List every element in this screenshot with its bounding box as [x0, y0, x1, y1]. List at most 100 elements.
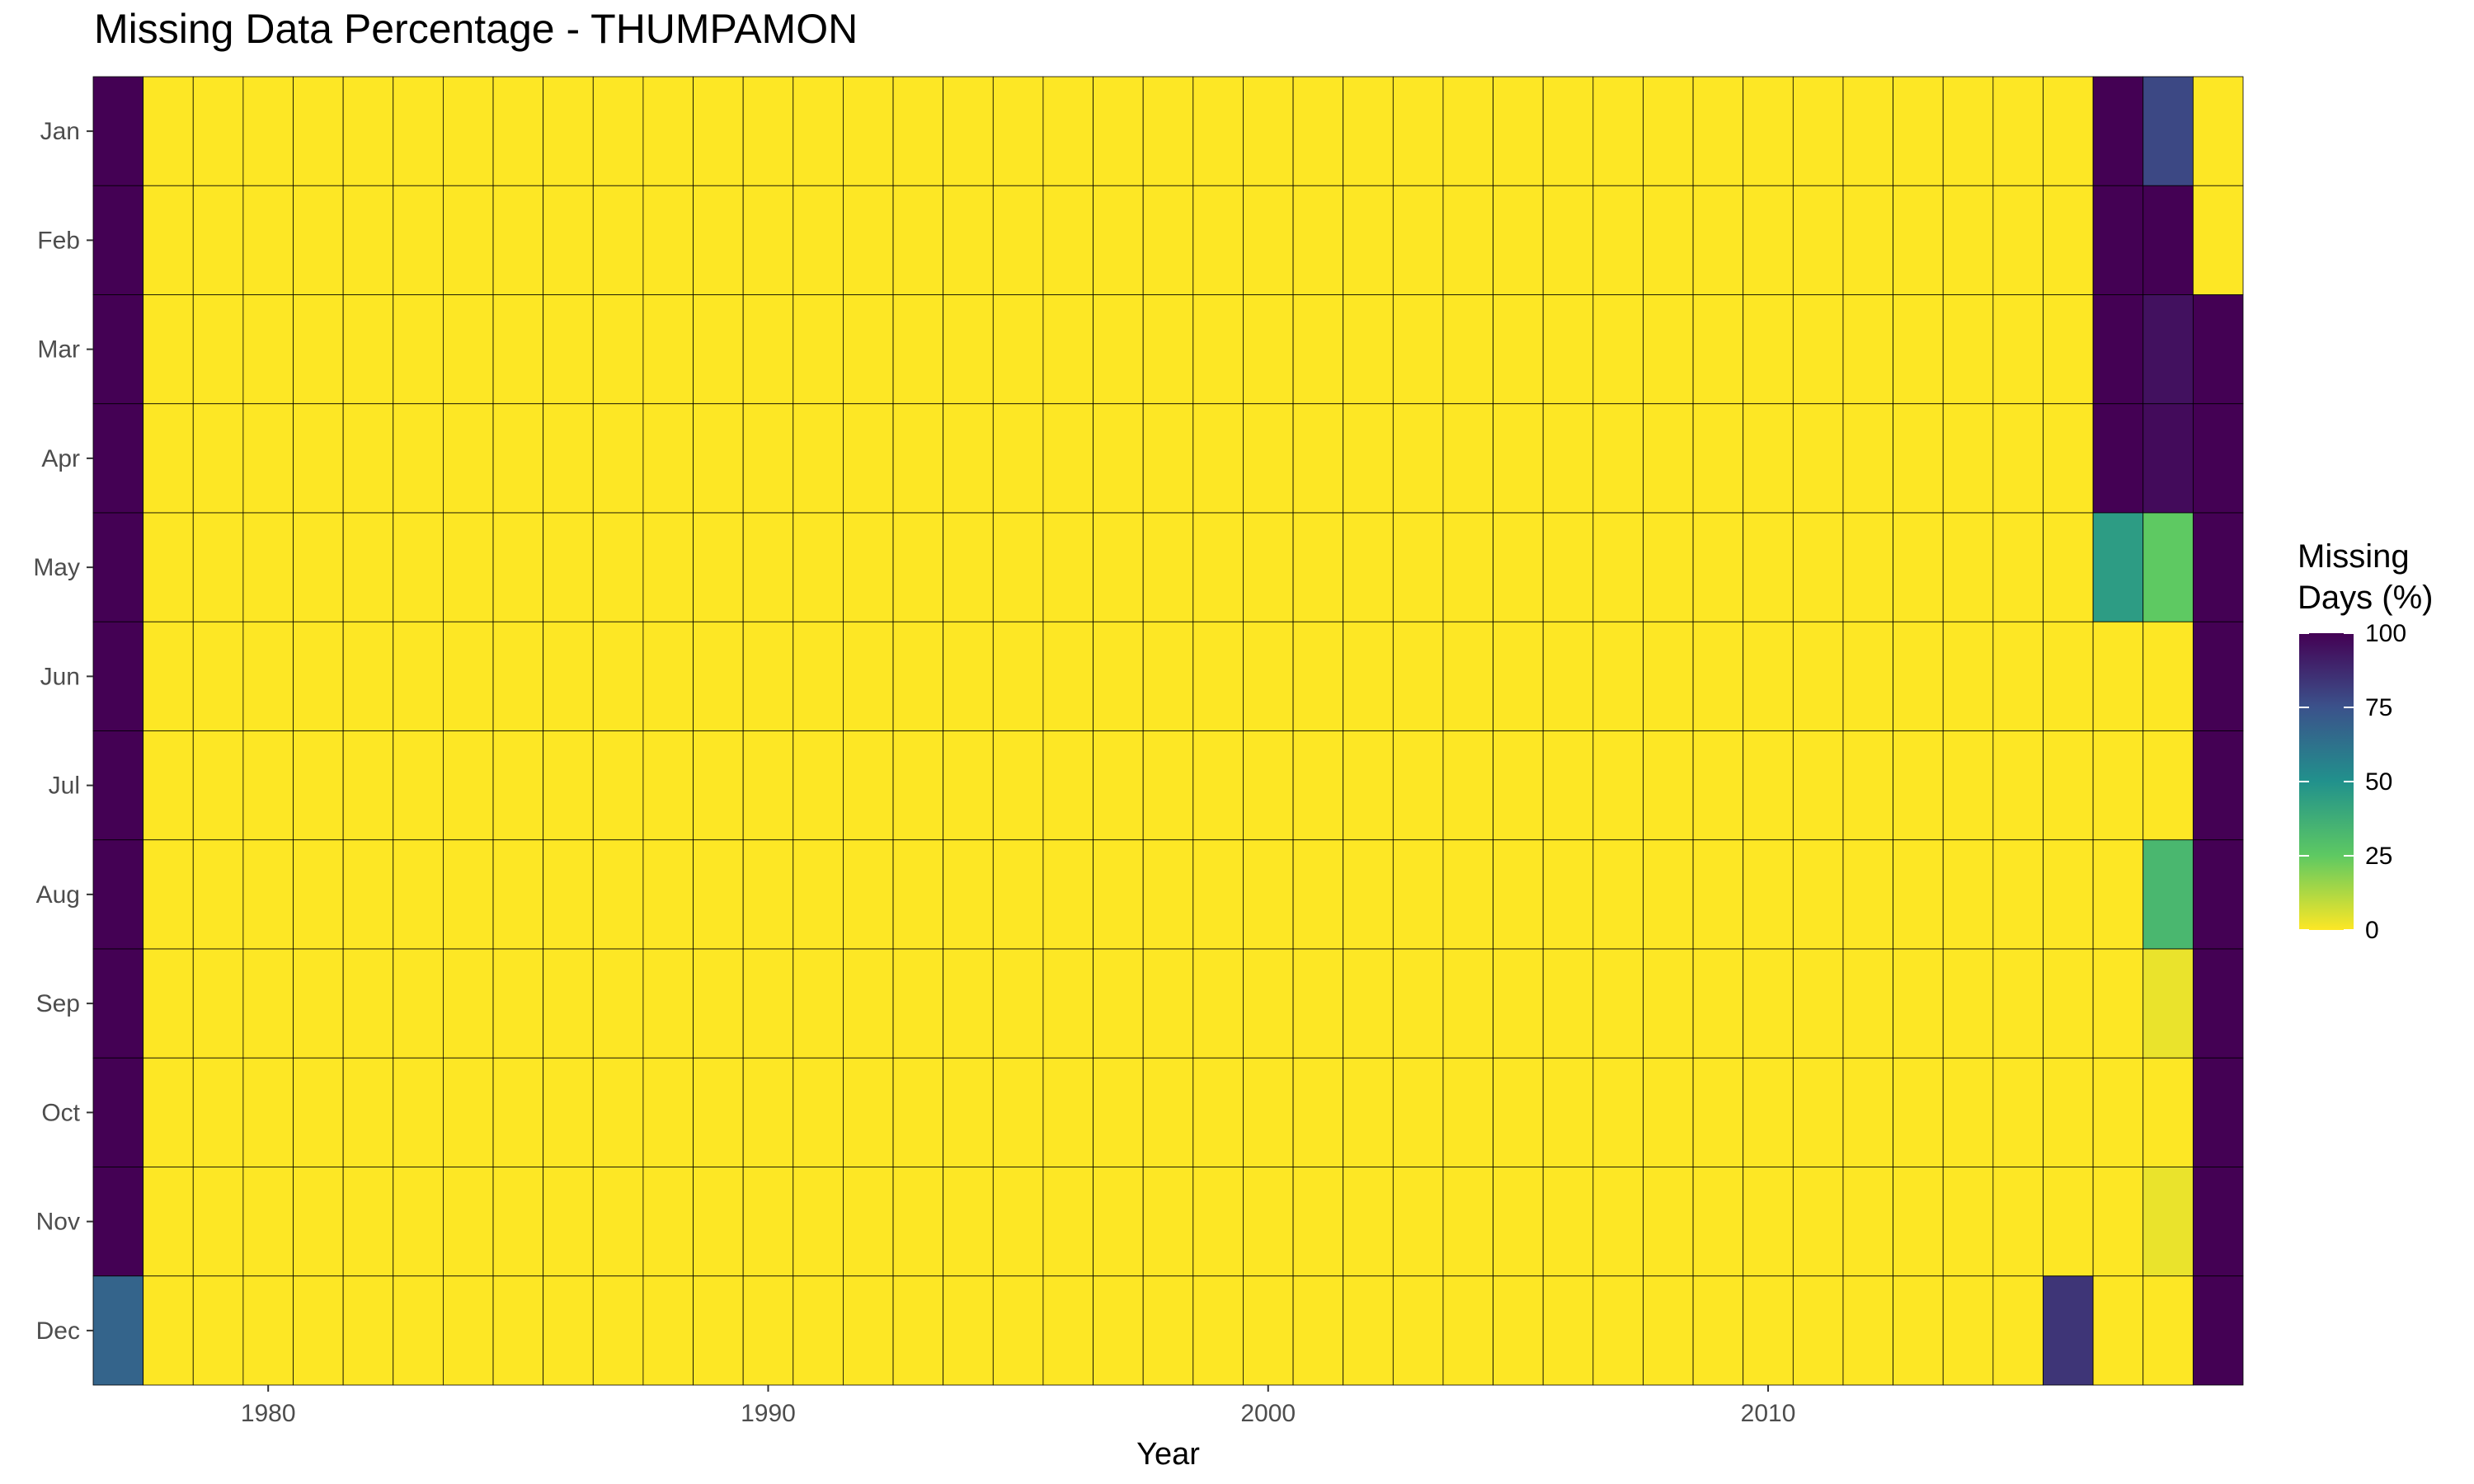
heatmap-cell-1998-jul [1142, 730, 1194, 841]
heatmap-cell-1995-jul [992, 730, 1044, 841]
heatmap-cell-1982-sep [342, 948, 394, 1059]
heatmap-cell-1996-jul [1042, 730, 1094, 841]
heatmap-cell-1983-dec [393, 1275, 444, 1386]
heatmap-cell-2011-feb [1792, 185, 1844, 295]
heatmap-cell-2003-jan [1392, 76, 1444, 186]
heatmap-cell-1981-jul [293, 730, 344, 841]
y-tick-label-jun: Jun [40, 663, 80, 690]
heatmap-cell-2011-jun [1792, 621, 1844, 731]
heatmap-cell-1985-dec [492, 1275, 544, 1386]
heatmap-cell-1991-feb [793, 185, 844, 295]
heatmap-cell-2016-jun [2043, 621, 2094, 731]
heatmap-cell-1998-aug [1142, 839, 1194, 950]
heatmap-cell-1999-mar [1192, 294, 1244, 405]
heatmap-cell-2008-may [1643, 512, 1694, 622]
heatmap-cell-1985-aug [492, 839, 544, 950]
heatmap-cell-1991-apr [793, 403, 844, 514]
heatmap-cell-1977-aug [92, 839, 144, 950]
heatmap-cell-1988-apr [642, 403, 694, 514]
x-tick-label-2000: 2000 [1240, 1400, 1296, 1427]
heatmap-cell-2001-jan [1292, 76, 1344, 186]
heatmap-cell-2006-dec [1542, 1275, 1594, 1386]
heatmap-cell-1992-nov [843, 1167, 894, 1277]
heatmap-cell-2012-jul [1842, 730, 1894, 841]
heatmap-cell-2019-nov [2192, 1167, 2244, 1277]
heatmap-cell-1987-sep [592, 948, 644, 1059]
heatmap-cell-1985-jul [492, 730, 544, 841]
heatmap-cell-2001-sep [1292, 948, 1344, 1059]
heatmap-cell-2006-feb [1542, 185, 1594, 295]
heatmap-cell-1979-aug [192, 839, 244, 950]
heatmap-cell-1983-jun [393, 621, 444, 731]
heatmap-cell-1990-aug [742, 839, 794, 950]
heatmap-cell-1997-jul [1093, 730, 1144, 841]
heatmap-cell-1979-dec [192, 1275, 244, 1386]
x-tick-label-2010: 2010 [1741, 1400, 1796, 1427]
y-tick-label-jan: Jan [40, 118, 80, 145]
heatmap-cell-1992-jan [843, 76, 894, 186]
heatmap-cell-1998-dec [1142, 1275, 1194, 1386]
heatmap-cell-1981-aug [293, 839, 344, 950]
heatmap-cell-1997-jan [1093, 76, 1144, 186]
legend-tick-label-100: 100 [2365, 620, 2406, 647]
heatmap-cell-2012-sep [1842, 948, 1894, 1059]
heatmap-cell-2005-jun [1493, 621, 1544, 731]
heatmap-cell-1999-feb [1192, 185, 1244, 295]
heatmap-cell-1979-jan [192, 76, 244, 186]
heatmap-cell-1995-jun [992, 621, 1044, 731]
heatmap-cell-1982-oct [342, 1057, 394, 1167]
heatmap-cell-1977-may [92, 512, 144, 622]
heatmap-cell-1999-nov [1192, 1167, 1244, 1277]
heatmap-cell-1989-feb [693, 185, 744, 295]
heatmap-cell-1994-mar [943, 294, 994, 405]
heatmap-cell-1992-jun [843, 621, 894, 731]
heatmap-cell-1983-mar [393, 294, 444, 405]
heatmap-cell-2017-jul [2092, 730, 2144, 841]
heatmap-cell-2010-may [1743, 512, 1794, 622]
heatmap-cell-2017-apr [2092, 403, 2144, 514]
heatmap-cell-2005-feb [1493, 185, 1544, 295]
heatmap-cell-2007-mar [1592, 294, 1644, 405]
heatmap-cell-2013-jan [1893, 76, 1944, 186]
heatmap-cell-1980-apr [242, 403, 294, 514]
heatmap-cell-2015-jul [1992, 730, 2044, 841]
heatmap-cell-2011-aug [1792, 839, 1844, 950]
heatmap-cell-2018-apr [2142, 403, 2194, 514]
heatmap-cell-2000-nov [1243, 1167, 1294, 1277]
heatmap-cell-1988-jun [642, 621, 694, 731]
heatmap-cell-1984-mar [442, 294, 494, 405]
heatmap-cell-2009-mar [1692, 294, 1744, 405]
heatmap-cell-1985-nov [492, 1167, 544, 1277]
heatmap-cell-1993-mar [892, 294, 944, 405]
heatmap-cell-2015-aug [1992, 839, 2044, 950]
heatmap-cell-2017-sep [2092, 948, 2144, 1059]
y-tick-label-mar: Mar [37, 336, 80, 364]
heatmap-cell-2014-apr [1942, 403, 1994, 514]
heatmap-cell-2010-jun [1743, 621, 1794, 731]
heatmap-cell-1983-feb [393, 185, 444, 295]
heatmap-cell-2016-oct [2043, 1057, 2094, 1167]
heatmap-cell-2010-jan [1743, 76, 1794, 186]
heatmap-cell-1978-nov [143, 1167, 194, 1277]
heatmap-cell-1993-dec [892, 1275, 944, 1386]
heatmap-cell-2014-sep [1942, 948, 1994, 1059]
heatmap-cell-2014-dec [1942, 1275, 1994, 1386]
heatmap-cell-1987-mar [592, 294, 644, 405]
heatmap-cell-2010-dec [1743, 1275, 1794, 1386]
heatmap-cell-1979-mar [192, 294, 244, 405]
heatmap-cell-2018-jun [2142, 621, 2194, 731]
heatmap-cell-2008-oct [1643, 1057, 1694, 1167]
y-tick-label-oct: Oct [41, 1099, 80, 1126]
heatmap-cell-1996-apr [1042, 403, 1094, 514]
heatmap-cell-2007-jun [1592, 621, 1644, 731]
heatmap-cell-1988-dec [642, 1275, 694, 1386]
heatmap-cell-1997-oct [1093, 1057, 1144, 1167]
heatmap-cell-2016-mar [2043, 294, 2094, 405]
heatmap-cell-2004-jan [1442, 76, 1493, 186]
heatmap-cell-1991-jan [793, 76, 844, 186]
y-tick-label-nov: Nov [36, 1209, 80, 1236]
heatmap-cell-1990-mar [742, 294, 794, 405]
heatmap-cell-1978-jul [143, 730, 194, 841]
heatmap-cell-2006-jul [1542, 730, 1594, 841]
heatmap-cell-1983-jul [393, 730, 444, 841]
